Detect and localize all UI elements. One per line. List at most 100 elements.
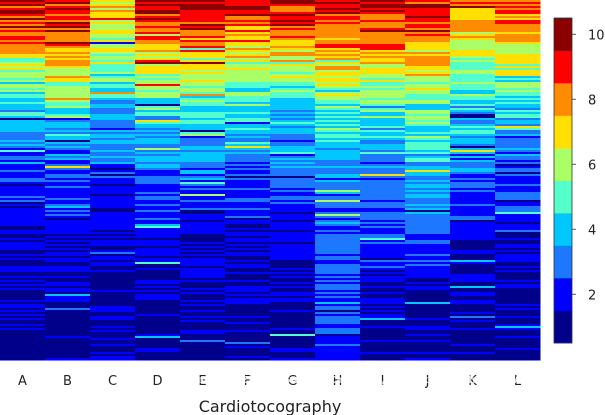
- heatmap-cell: [180, 52, 226, 55]
- heatmap-cell: [450, 232, 496, 235]
- heatmap-cell: [225, 18, 271, 21]
- heatmap-cell: [315, 228, 361, 231]
- heatmap-cell: [405, 278, 451, 281]
- heatmap-cell: [45, 12, 91, 15]
- heatmap-cell: [450, 40, 496, 43]
- heatmap-cell: [45, 96, 91, 99]
- heatmap-cell: [135, 126, 181, 129]
- heatmap-cell: [135, 54, 181, 57]
- heatmap-cell: [45, 314, 91, 317]
- heatmap-cell: [405, 18, 451, 21]
- heatmap-cell: [45, 220, 91, 223]
- heatmap-cell: [360, 290, 406, 293]
- heatmap-cell: [225, 44, 271, 47]
- heatmap-cell: [225, 186, 271, 189]
- heatmap-cell: [270, 330, 316, 333]
- heatmap-cell: [225, 118, 271, 121]
- heatmap-cell: [360, 188, 406, 191]
- heatmap-cell: [495, 86, 541, 89]
- heatmap-cell: [0, 58, 46, 61]
- heatmap-cell: [45, 354, 91, 357]
- heatmap-cell: [180, 316, 226, 319]
- heatmap-cell: [405, 76, 451, 79]
- heatmap-cell: [360, 148, 406, 151]
- heatmap-cell: [180, 182, 226, 185]
- heatmap-cell: [405, 124, 451, 127]
- heatmap-cell: [270, 112, 316, 115]
- heatmap-cell: [180, 156, 226, 159]
- heatmap-cell: [315, 350, 361, 353]
- heatmap-cell: [0, 142, 46, 145]
- heatmap-cell: [315, 256, 361, 259]
- heatmap-cell: [495, 232, 541, 235]
- heatmap-cell: [270, 50, 316, 53]
- heatmap-cell: [360, 196, 406, 199]
- heatmap-cell: [180, 142, 226, 145]
- heatmap-cell: [315, 292, 361, 295]
- heatmap-cell: [495, 284, 541, 287]
- heatmap-cell: [360, 108, 406, 111]
- heatmap-cell: [135, 252, 181, 255]
- heatmap-cell: [180, 130, 226, 133]
- heatmap-cell: [270, 316, 316, 319]
- heatmap-cell: [180, 116, 226, 119]
- heatmap-cell: [315, 170, 361, 173]
- heatmap-cell: [315, 28, 361, 31]
- heatmap-cell: [495, 110, 541, 113]
- heatmap-cell: [45, 306, 91, 309]
- heatmap-cell: [450, 358, 496, 361]
- heatmap-cell: [90, 212, 136, 215]
- heatmap-cell: [270, 14, 316, 17]
- heatmap-cell: [0, 192, 46, 195]
- heatmap-cell: [0, 52, 46, 55]
- heatmap-cell: [495, 264, 541, 267]
- heatmap-cell: [450, 6, 496, 9]
- heatmap-cell: [225, 264, 271, 267]
- heatmap-cell: [0, 138, 46, 141]
- heatmap-cell: [315, 0, 361, 3]
- heatmap-cell: [225, 66, 271, 69]
- heatmap-cell: [450, 184, 496, 187]
- heatmap-cell: [270, 156, 316, 159]
- heatmap-cell: [90, 268, 136, 271]
- heatmap-cell: [405, 12, 451, 15]
- heatmap-cell: [450, 340, 496, 343]
- heatmap-cell: [360, 110, 406, 113]
- heatmap-cell: [270, 216, 316, 219]
- heatmap-cell: [315, 98, 361, 101]
- heatmap-cell: [225, 68, 271, 71]
- heatmap-cell: [0, 220, 46, 223]
- heatmap-cell: [270, 332, 316, 335]
- heatmap-cell: [315, 124, 361, 127]
- heatmap-cell: [270, 130, 316, 133]
- heatmap-cell: [0, 170, 46, 173]
- heatmap-cell: [225, 314, 271, 317]
- heatmap-cell: [450, 282, 496, 285]
- heatmap-cell: [0, 14, 46, 17]
- heatmap-cell: [90, 18, 136, 21]
- heatmap-cell: [360, 92, 406, 95]
- heatmap-cell: [0, 260, 46, 263]
- heatmap-cell: [360, 240, 406, 243]
- heatmap-cell: [270, 296, 316, 299]
- heatmap-cell: [225, 34, 271, 37]
- heatmap-cell: [405, 282, 451, 285]
- heatmap-cell: [135, 210, 181, 213]
- heatmap-cell: [0, 12, 46, 15]
- heatmap-cell: [450, 292, 496, 295]
- heatmap-cell: [450, 132, 496, 135]
- heatmap-cell: [0, 80, 46, 83]
- heatmap-cell: [0, 338, 46, 341]
- heatmap-cell: [45, 210, 91, 213]
- heatmap-cell: [135, 256, 181, 259]
- heatmap-cell: [315, 284, 361, 287]
- heatmap-cell: [135, 284, 181, 287]
- heatmap-cell: [315, 248, 361, 251]
- heatmap-cell: [225, 132, 271, 135]
- heatmap-cell: [450, 112, 496, 115]
- heatmap-cell: [495, 78, 541, 81]
- heatmap-cell: [495, 98, 541, 101]
- heatmap-cell: [495, 156, 541, 159]
- heatmap-cell: [45, 256, 91, 259]
- heatmap-cell: [495, 228, 541, 231]
